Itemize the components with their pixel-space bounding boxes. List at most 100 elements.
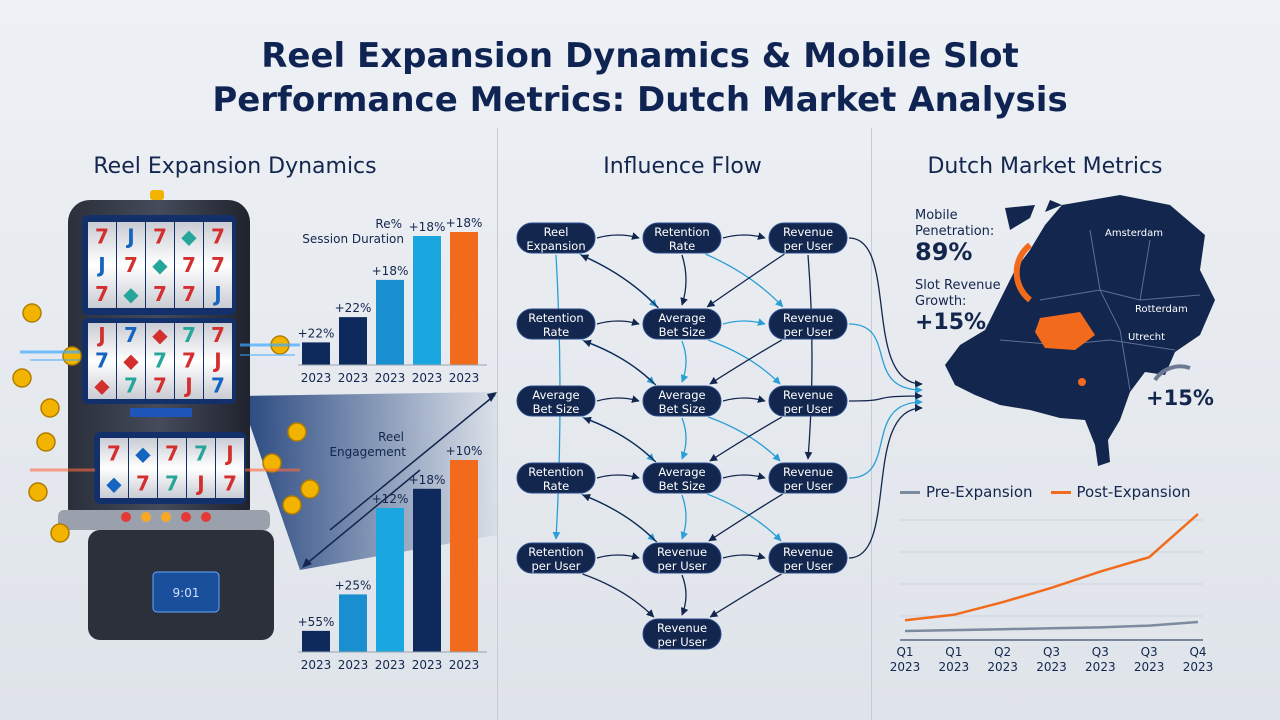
flow-edge-n12-n14 bbox=[708, 493, 784, 542]
engagement-chart-bar-label: +55% bbox=[298, 615, 335, 629]
line-chart-tick-year: 2023 bbox=[939, 660, 970, 674]
reel-symbol-icon: 7 bbox=[153, 225, 167, 249]
flow-edge-n6-n8 bbox=[709, 339, 783, 385]
reel-symbol-icon: J bbox=[183, 374, 192, 398]
map-city-rotterdam: Rotterdam bbox=[1135, 304, 1188, 315]
reel-strip bbox=[100, 438, 128, 498]
session-chart-bar-label: +18% bbox=[409, 220, 446, 234]
flow-node-box bbox=[642, 222, 722, 254]
line-chart-tick-year: 2023 bbox=[1134, 660, 1165, 674]
reel-symbol-icon: 7 bbox=[153, 348, 167, 372]
map-island-1 bbox=[1005, 205, 1035, 230]
flow-node-label-line-2: per User bbox=[784, 559, 833, 573]
chart1-label-line-1: Re% bbox=[375, 217, 402, 231]
engagement-chart-year-label: 2023 bbox=[375, 658, 406, 672]
flow-node-box bbox=[768, 385, 848, 417]
flow-node-box bbox=[642, 462, 722, 494]
section-title-influence-flow: Influence Flow bbox=[603, 154, 762, 179]
flow-node-label-line-2: Rate bbox=[669, 239, 695, 253]
machine-top-light bbox=[150, 190, 164, 200]
flow-node-label-line-2: Bet Size bbox=[659, 402, 706, 416]
engagement-chart-bar bbox=[339, 594, 367, 652]
reel-symbol-icon: ◆ bbox=[106, 472, 122, 496]
flow-node-box bbox=[768, 222, 848, 254]
flow-node-label-line-1: Reel bbox=[544, 225, 569, 239]
line-chart-tick-quarter: Q1 bbox=[945, 645, 962, 659]
flow-node-box bbox=[516, 462, 596, 494]
flow-node-box bbox=[768, 308, 848, 340]
reel-symbol-icon: ◆ bbox=[152, 323, 168, 347]
line-chart-tick-year: 2023 bbox=[1036, 660, 1067, 674]
flow-node-label-line-2: per User bbox=[784, 402, 833, 416]
flow-edge-n3-n12 bbox=[804, 254, 813, 460]
session-chart-bar bbox=[413, 235, 441, 365]
reel-symbol-icon: 7 bbox=[182, 253, 196, 277]
reel-symbol-icon: 7 bbox=[95, 348, 109, 372]
flow-node-label-line-2: Rate bbox=[543, 325, 569, 339]
machine-buttons bbox=[121, 512, 211, 522]
reel-symbol-icon: 7 bbox=[124, 253, 138, 277]
line-chart-tick-quarter: Q4 bbox=[1189, 645, 1206, 659]
flow-edge-n14-n10 bbox=[582, 494, 658, 543]
section-title-dutch-market: Dutch Market Metrics bbox=[927, 154, 1163, 179]
reel-symbol-icon: J bbox=[195, 472, 204, 496]
reel-symbol-icon: J bbox=[212, 282, 221, 306]
flow-node-box bbox=[516, 542, 596, 574]
flow-edge-n8-n12 bbox=[708, 416, 781, 462]
flow-edge-n1-n13 bbox=[552, 254, 561, 540]
flow-output-edge bbox=[848, 237, 923, 388]
flow-edge-n11-n7 bbox=[583, 416, 657, 463]
flow-edge-n4-n5 bbox=[596, 318, 640, 326]
mobile-penetration-label-line-1: Mobile bbox=[915, 208, 958, 223]
reel-strip bbox=[129, 438, 157, 498]
reel-symbol-icon: 7 bbox=[153, 282, 167, 306]
engagement-chart-year-label: 2023 bbox=[338, 658, 369, 672]
session-chart-year-label: 2023 bbox=[301, 371, 332, 385]
flow-node-label-line-1: Retention bbox=[528, 311, 583, 325]
reel-symbol-icon: J bbox=[125, 225, 134, 249]
reel-symbol-icon: 7 bbox=[124, 323, 138, 347]
flow-node-label-line-1: Average bbox=[658, 311, 705, 325]
line-chart-tick-quarter: Q2 bbox=[994, 645, 1011, 659]
flow-edge-n7-n8 bbox=[596, 395, 640, 403]
session-chart-year-label: 2023 bbox=[412, 371, 443, 385]
flow-node-box bbox=[642, 542, 722, 574]
left-panel-graphic: 9:01 7J7J7◆7◆7◆7777JJ7◆7◆7◆7777J7J77◆◆77… bbox=[12, 190, 497, 672]
reel-symbol-icon: ◆ bbox=[152, 253, 168, 277]
session-chart-bar bbox=[450, 232, 478, 365]
flow-edge-n14-n16 bbox=[680, 574, 689, 616]
reel-strip bbox=[117, 323, 145, 399]
flow-node-label-line-1: Average bbox=[658, 388, 705, 402]
session-chart-bar-label: +22% bbox=[298, 326, 335, 340]
flow-edge-n11-n15 bbox=[707, 493, 782, 542]
flow-node-box bbox=[642, 618, 722, 650]
chart2-label-line-1: Reel bbox=[378, 430, 404, 444]
flow-node-label-line-2: Expansion bbox=[526, 239, 585, 253]
coin-icon bbox=[300, 479, 320, 499]
flow-edge-n9-n11 bbox=[709, 416, 783, 462]
flow-node-box bbox=[516, 385, 596, 417]
reel-strip bbox=[175, 323, 203, 399]
reel-strip bbox=[187, 438, 215, 498]
chart1-label-line-2: Session Duration bbox=[302, 232, 404, 246]
flow-node-label-line-1: Revenue bbox=[783, 388, 833, 402]
coin-icon bbox=[50, 523, 70, 543]
line-chart-tick-year: 2023 bbox=[1183, 660, 1214, 674]
map-highlight-region bbox=[1035, 312, 1095, 350]
map-borders bbox=[999, 229, 1201, 391]
reel-symbol-icon: 7 bbox=[194, 442, 208, 466]
coin-icon bbox=[287, 422, 307, 442]
mobile-penetration-label-line-2: Penetration: bbox=[915, 224, 995, 239]
panel-divider-left bbox=[497, 128, 498, 720]
engagement-chart-year-label: 2023 bbox=[449, 658, 480, 672]
line-chart-tick-quarter: Q1 bbox=[896, 645, 913, 659]
map-marker bbox=[1078, 378, 1086, 386]
page-title: Reel Expansion Dynamics & Mobile Slot Pe… bbox=[0, 34, 1280, 122]
engagement-chart-bar-label: +25% bbox=[335, 578, 372, 592]
